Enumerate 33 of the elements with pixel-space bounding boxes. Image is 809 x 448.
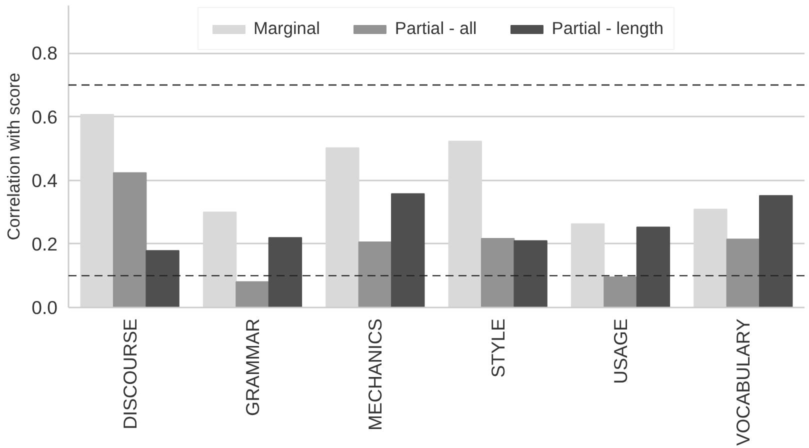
y-tick-label: 0.2	[32, 233, 58, 254]
bar	[514, 240, 548, 308]
x-tick-label: MECHANICS	[364, 318, 386, 430]
bar	[694, 208, 728, 308]
bar	[112, 172, 147, 308]
y-tick-label: 0.4	[32, 170, 58, 191]
bar	[202, 212, 237, 308]
bar	[604, 276, 638, 308]
bar	[236, 281, 270, 308]
legend-label: Partial - all	[394, 18, 477, 39]
bar	[570, 223, 605, 308]
bar	[480, 238, 515, 308]
y-tick-label: 0.0	[32, 297, 58, 318]
x-tick-label: USAGE	[610, 318, 631, 384]
x-tick-label: GRAMMAR	[242, 318, 263, 416]
bar	[759, 195, 793, 308]
y-axis-title: Correlation with score	[4, 72, 24, 240]
x-tick-label: VOCABULARY	[732, 318, 754, 446]
bar	[326, 147, 360, 308]
y-tick-label: 0.8	[32, 42, 58, 64]
legend-label: Marginal	[253, 18, 320, 39]
bar	[80, 114, 114, 308]
x-tick-label: DISCOURSE	[119, 318, 140, 430]
legend-label: Partial - length	[552, 18, 664, 39]
y-tick-label: 0.6	[32, 106, 58, 128]
x-tick-label: STYLE	[487, 318, 508, 378]
bar	[448, 140, 482, 308]
bar	[636, 226, 670, 308]
bar	[146, 250, 180, 308]
bar	[358, 242, 392, 308]
bar	[726, 238, 760, 308]
bar	[268, 237, 302, 308]
bar	[391, 193, 425, 308]
